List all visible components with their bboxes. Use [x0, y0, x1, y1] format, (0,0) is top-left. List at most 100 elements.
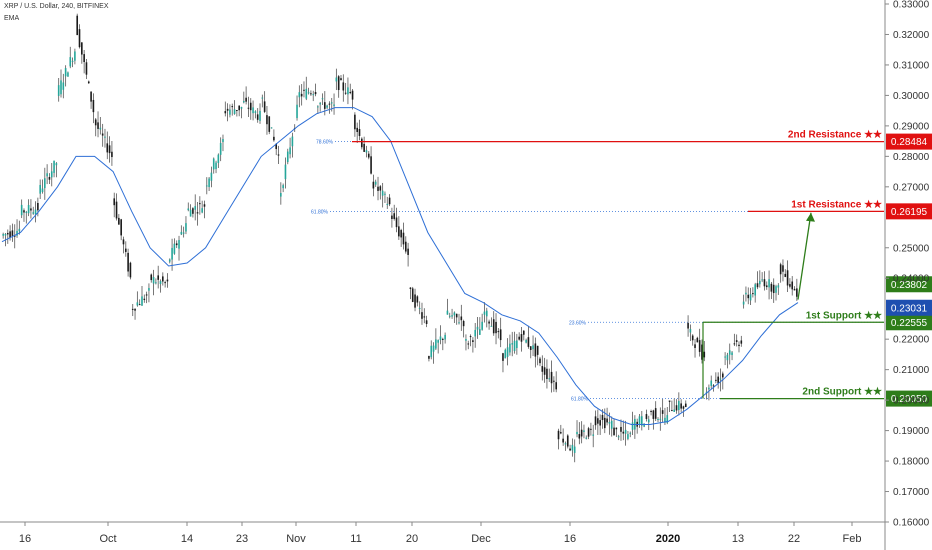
- candle-body: [571, 444, 574, 451]
- candle-body: [48, 177, 51, 180]
- candle-body: [381, 190, 384, 196]
- candle-body: [749, 294, 752, 301]
- candle-body: [550, 371, 553, 384]
- candle-body: [138, 304, 141, 306]
- candle-body: [106, 143, 109, 153]
- x-tick-label: 20: [406, 533, 418, 545]
- candle-body: [668, 400, 671, 402]
- candle-body: [583, 430, 585, 432]
- candle-body: [578, 434, 581, 439]
- candle-body: [90, 91, 92, 102]
- candle-body: [520, 334, 523, 342]
- candle-body: [342, 82, 345, 91]
- candle-body: [675, 405, 678, 411]
- candle-body: [650, 411, 652, 413]
- candle-body: [245, 97, 247, 102]
- candle-body: [782, 265, 784, 272]
- candle-body: [738, 344, 740, 347]
- candle-body: [444, 334, 446, 340]
- candle-body: [509, 343, 511, 353]
- candle-body: [731, 352, 733, 355]
- candle-body: [617, 436, 620, 438]
- candle-body: [231, 106, 234, 108]
- candle-body: [453, 312, 456, 316]
- candle-body: [580, 429, 583, 437]
- candle-body: [455, 313, 458, 318]
- candle-body: [124, 248, 127, 252]
- candle-body: [724, 356, 726, 358]
- candle-body: [34, 209, 37, 215]
- candle-body: [566, 435, 569, 447]
- candle-body: [344, 92, 347, 94]
- fib-label: 61.80%: [571, 397, 589, 403]
- candle-body: [120, 219, 122, 236]
- candle-body: [562, 438, 564, 443]
- candle-body: [446, 310, 449, 315]
- candle-body: [372, 181, 375, 189]
- candle-body: [358, 129, 361, 136]
- candle-body: [162, 276, 164, 282]
- candle-body: [97, 122, 99, 129]
- x-tick-label: 13: [732, 533, 744, 545]
- candle-body: [143, 298, 146, 300]
- candle-body: [691, 335, 694, 341]
- candle-body: [728, 350, 731, 355]
- candle-body: [307, 92, 310, 94]
- candle-body: [30, 208, 32, 211]
- candle-body: [557, 430, 560, 440]
- candle-body: [312, 94, 315, 96]
- candle-body: [182, 232, 185, 234]
- candle-body: [608, 422, 611, 424]
- candle-body: [682, 406, 685, 409]
- candle-body: [698, 340, 701, 352]
- x-tick-label: 14: [181, 533, 193, 545]
- candle-body: [432, 345, 435, 352]
- candle-body: [168, 259, 171, 262]
- candle-body: [536, 345, 539, 355]
- candle-body: [171, 247, 173, 260]
- candle-body: [448, 315, 451, 317]
- fib-label: 23.60%: [569, 320, 587, 326]
- candle-body: [178, 240, 180, 249]
- fib-label: 78.60%: [316, 140, 334, 146]
- candle-body: [395, 217, 398, 228]
- candle-body: [217, 154, 220, 163]
- candle-body: [20, 204, 23, 216]
- candle-body: [39, 184, 41, 194]
- y-tick-label: 0.24000: [893, 274, 930, 285]
- candle-body: [418, 308, 421, 310]
- resistance-price-value: 0.28484: [891, 137, 928, 148]
- candle-body: [282, 185, 284, 189]
- candle-body: [451, 315, 453, 317]
- time-axis: 16 Oct 14 23 Nov 11 20 Dec 16 2020 13 22 Feb: [0, 521, 885, 545]
- candle-body: [640, 416, 643, 426]
- candle-body: [590, 428, 592, 430]
- candle-body: [516, 340, 518, 349]
- support-price-value: 0.20050: [891, 394, 928, 405]
- candle-body: [638, 416, 641, 425]
- candle-body: [430, 345, 433, 358]
- candle-body: [606, 418, 608, 423]
- x-tick-label: Dec: [471, 533, 491, 545]
- candle-body: [710, 380, 713, 386]
- candle-body: [409, 287, 412, 289]
- candle-body: [386, 203, 389, 205]
- candle-body: [55, 163, 58, 166]
- candle-body: [717, 376, 719, 384]
- candle-body: [768, 279, 770, 288]
- candle-body: [157, 275, 160, 280]
- candle-body: [323, 102, 326, 109]
- candle-body: [492, 319, 495, 334]
- candle-body: [4, 233, 7, 236]
- candle-body: [740, 340, 743, 344]
- candle-body: [78, 29, 81, 48]
- ema-line: [1, 107, 799, 425]
- candle-body: [173, 243, 176, 254]
- candle-body: [504, 349, 507, 359]
- candle-body: [270, 127, 273, 129]
- candle-body: [460, 316, 463, 321]
- y-tick-label: 0.19000: [893, 426, 930, 437]
- candle-body: [215, 162, 217, 170]
- x-tick-label: 23: [236, 533, 248, 545]
